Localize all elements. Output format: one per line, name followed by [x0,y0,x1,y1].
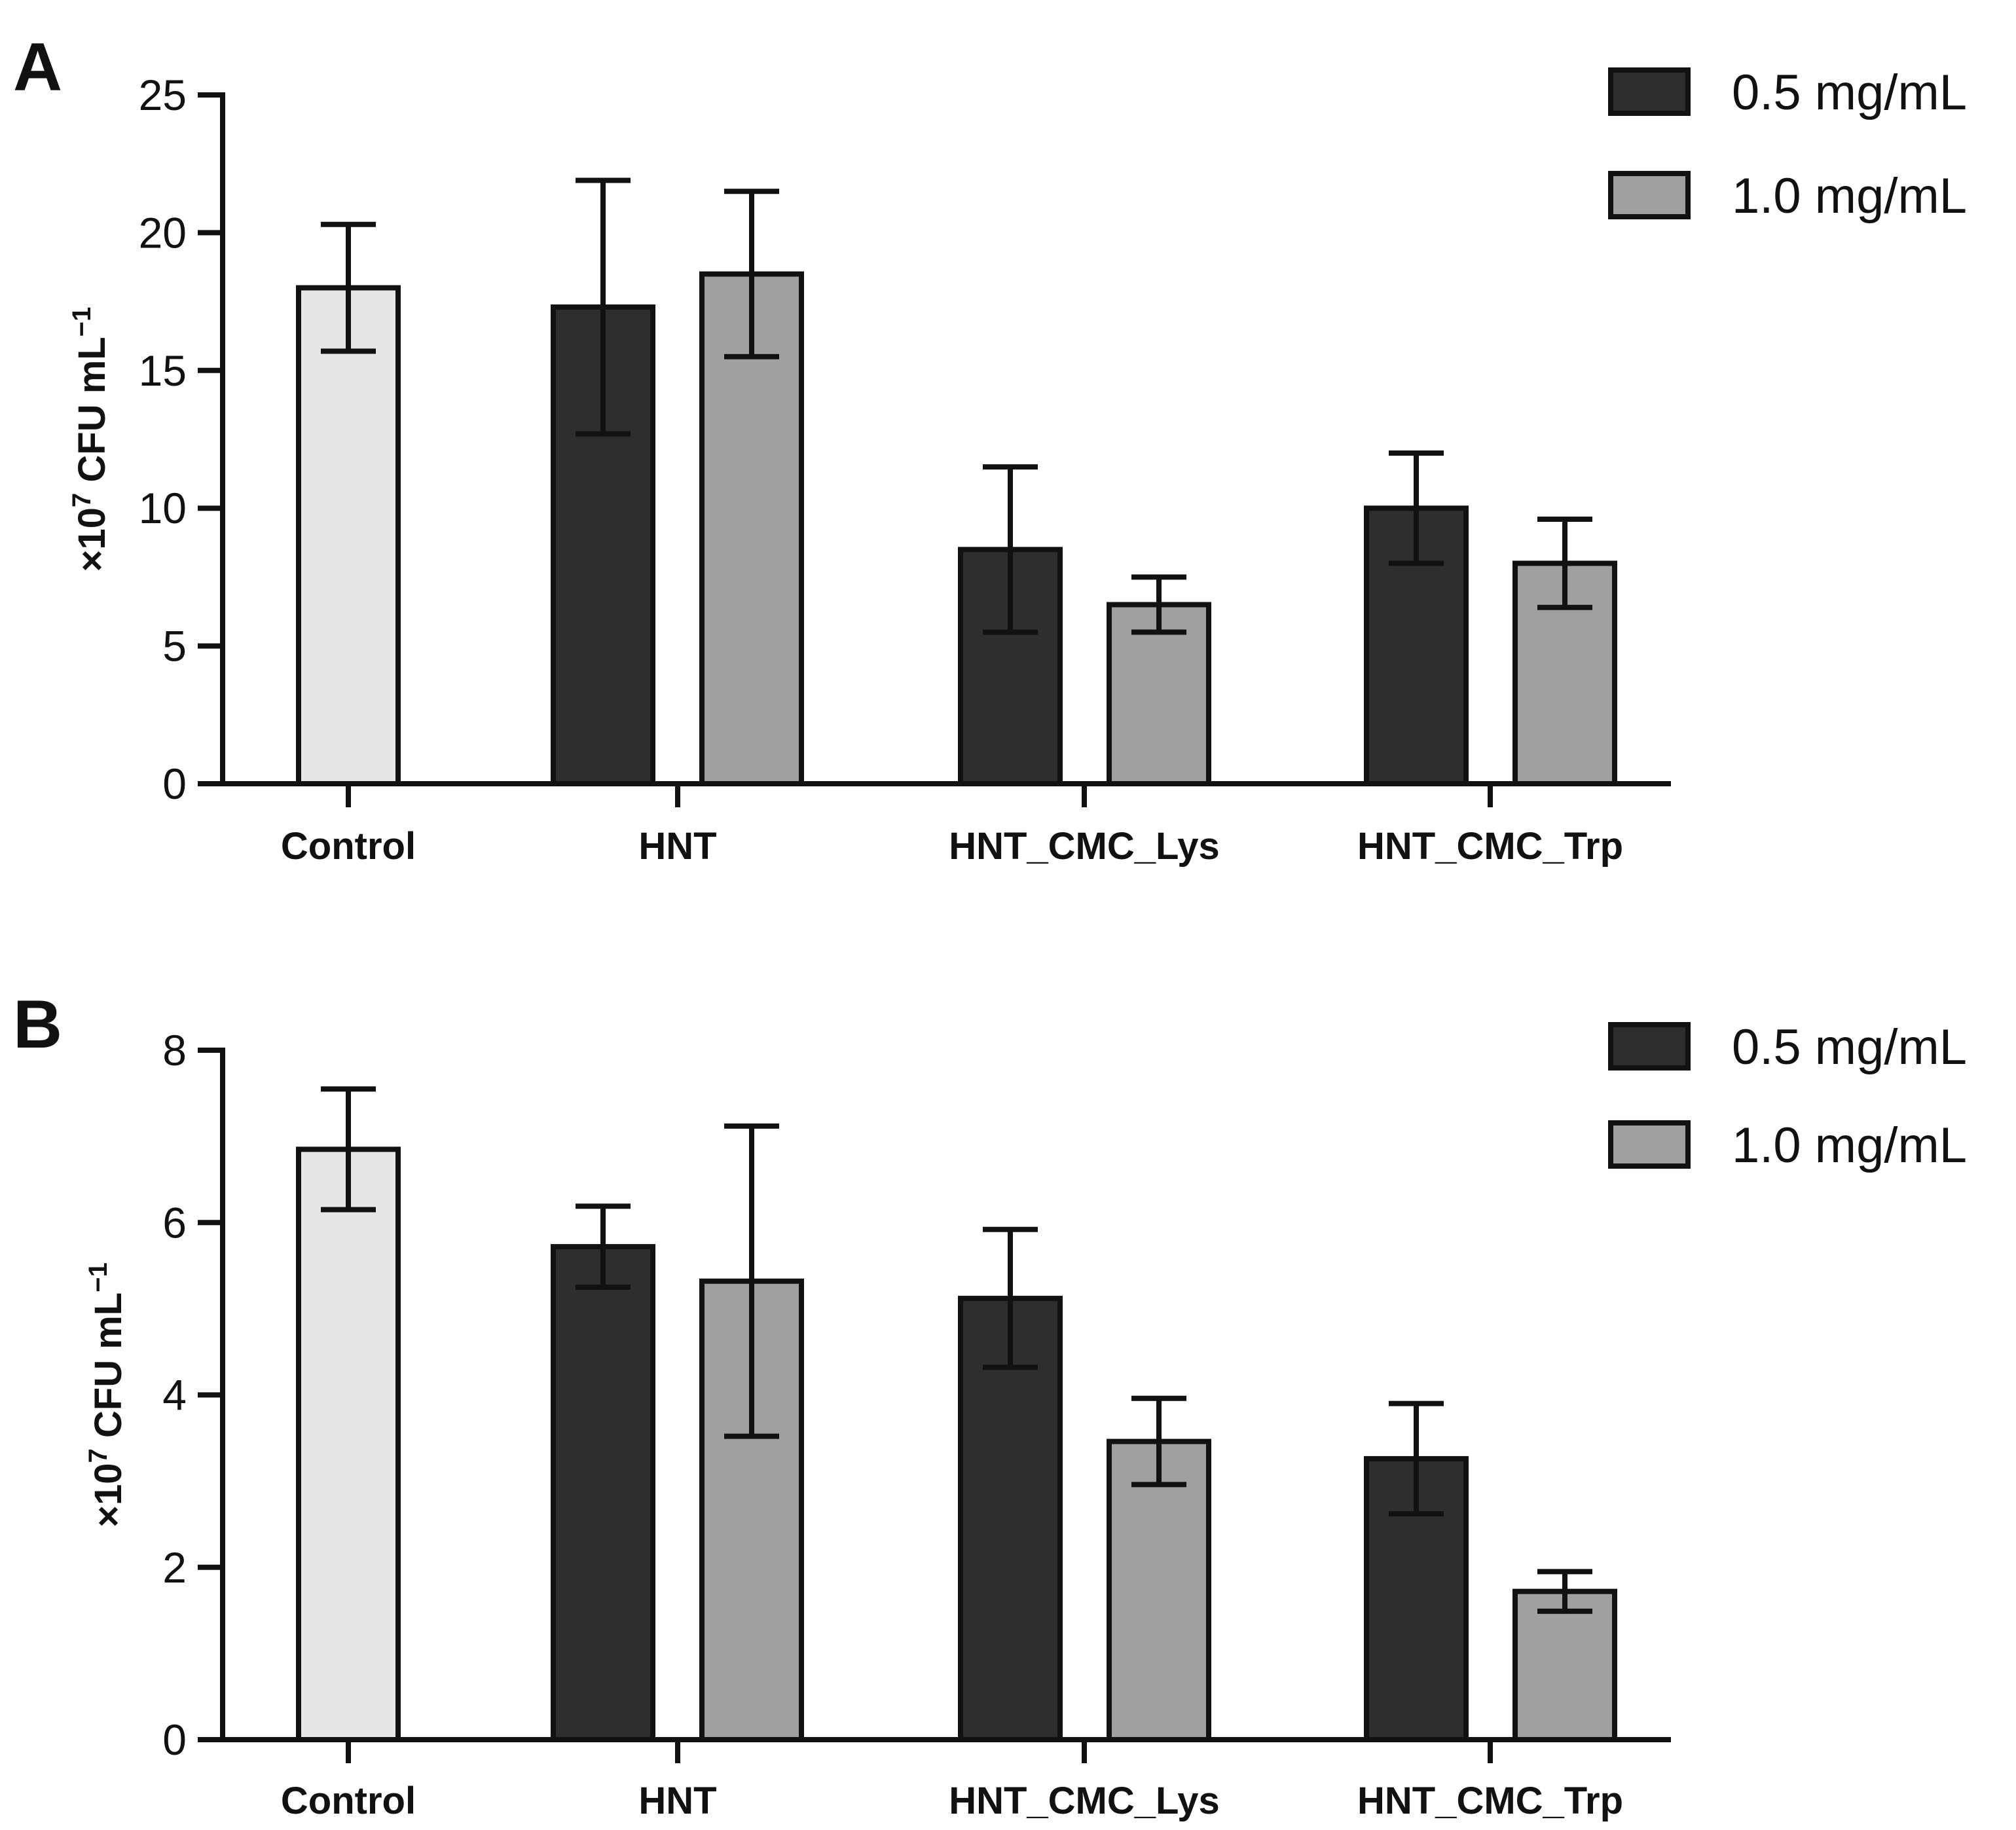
ylabel-unit-exponent: −1 [84,1262,113,1292]
ylabel-exponent: 7 [84,1448,113,1463]
bar-control-control [296,1146,401,1742]
ylabel-unit: CFU mL [87,1292,130,1448]
y-tick-label: 2 [162,1543,187,1592]
x-category-label: HNT_CMC_Lys [949,825,1220,868]
x-category-label: Control [281,1780,416,1822]
y-tick-label: 6 [162,1198,187,1247]
bar-dose_10-hnt_cmc_lys [1107,1438,1211,1742]
y-axis-label: ×107 CFU mL−1 [84,1262,130,1528]
y-tick-label: 0 [162,759,187,808]
x-category-label: HNT [638,825,716,868]
ylabel-unit-exponent: −1 [67,307,96,337]
y-tick-label: 8 [162,1026,187,1074]
y-tick-label: 4 [162,1371,187,1419]
y-tick-label: 25 [139,71,187,119]
panel-letter: B [13,987,62,1063]
legend-label: 1.0 mg/mL [1732,1118,1967,1173]
bar-dose_05-hnt_cmc_trp [1364,1455,1469,1743]
y-axis-label: ×107 CFU mL−1 [67,307,113,572]
panel-a: A 0 5 10 15 20 25 Control HNT HNT_CMC_Lys HNT_CMC_… [13,29,1967,868]
legend-swatch-dose_05 [1608,1022,1691,1071]
legend-label: 0.5 mg/mL [1732,1019,1967,1075]
ylabel-prefix: ×10 [87,1463,130,1527]
x-category-label: HNT_CMC_Lys [949,1780,1220,1822]
y-tick-label: 10 [139,484,187,532]
bar-control-control [296,285,401,786]
ylabel-prefix: ×10 [71,507,113,572]
y-tick-label: 15 [139,346,187,395]
ylabel-unit: CFU mL [71,337,113,492]
x-category-label: Control [281,825,416,868]
legend-swatch-dose_10 [1608,1120,1691,1169]
y-tick-label: 20 [139,208,187,257]
x-category-label: HNT [638,1780,716,1822]
ylabel-exponent: 7 [67,493,96,507]
legend-label: 0.5 mg/mL [1732,65,1967,120]
y-tick-label: 0 [162,1715,187,1764]
legend-swatch-dose_10 [1608,171,1691,219]
legend-swatch-dose_05 [1608,67,1691,116]
panel-letter: A [13,29,62,105]
bar-dose_05-hnt [551,1244,655,1742]
x-category-label: HNT_CMC_Trp [1357,1780,1623,1822]
legend-label: 1.0 mg/mL [1732,168,1967,224]
panel-b: B 0 2 4 6 8 Control HNT HNT_CMC_Lys HNT_CMC_Trp ×1… [13,987,1967,1822]
x-category-label: HNT_CMC_Trp [1357,825,1623,868]
y-tick-label: 5 [162,622,187,670]
